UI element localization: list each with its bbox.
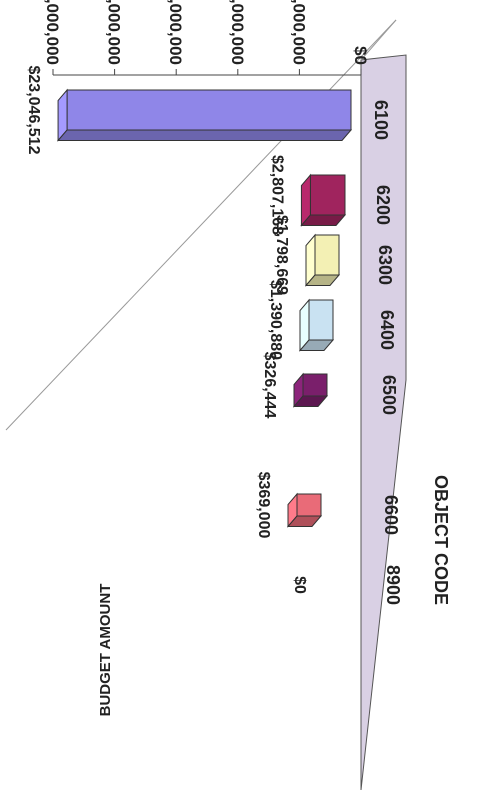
bar-6500 (302, 373, 328, 397)
x-tick-label-6600: 6600 (381, 495, 401, 535)
x-axis-title: OBJECT CODE (431, 475, 451, 605)
bar-side-6100 (56, 129, 353, 141)
x-tick-label-6200: 6200 (373, 185, 393, 225)
value-label-6500: $326,444 (261, 352, 278, 419)
bar-6300 (314, 234, 340, 276)
bar-side-6300 (304, 274, 341, 286)
y-tick-label: $5,000,000 (289, 0, 308, 65)
x-tick-label-8900: 8900 (383, 565, 403, 605)
value-labels: $23,046,512 $2,807,168$1,798,669$1,390,88… (25, 66, 308, 594)
bar-6100 (66, 89, 352, 131)
x-axis-ticks: 6100 6200 6300 6400 6500 6600 8900 (371, 100, 403, 605)
bar-6200 (309, 174, 346, 216)
value-label-6300: $1,798,669 (273, 215, 290, 295)
x-tick-label-6100: 6100 (371, 100, 391, 140)
chart-rotated-group: $0 $5,000,000 $10,000,000 $15,000,000 $20,00… (5, 0, 451, 791)
bar-side-6400 (298, 339, 335, 351)
y-tick-label: $25,000,000 (43, 0, 62, 65)
chart-floor (360, 54, 407, 791)
x-tick-label-6500: 6500 (379, 375, 399, 415)
bar-6600 (296, 493, 322, 517)
value-label-6400: $1,390,880 (267, 280, 284, 360)
y-tick-label: $10,000,000 (228, 0, 247, 65)
y-axis: $0 $5,000,000 $10,000,000 $15,000,000 $20,00… (43, 0, 370, 76)
x-tick-label-6400: 6400 (377, 310, 397, 350)
value-label-6600: $369,000 (255, 472, 272, 539)
y-tick-label: $0 (351, 46, 370, 65)
y-tick-label: $15,000,000 (166, 0, 185, 65)
value-label-6100: $23,046,512 (25, 66, 42, 155)
bar-side-6600 (286, 515, 323, 527)
chart-back-wall-edge (5, 19, 397, 431)
chart-back-wall-base (360, 19, 397, 61)
x-tick-label-6300: 6300 (375, 245, 395, 285)
y-tick-label: $20,000,000 (105, 0, 124, 65)
value-label-8900: $0 (291, 576, 308, 594)
value-label-6200: $2,807,168 (268, 155, 285, 235)
bars (56, 88, 353, 528)
bar-side-6500 (292, 395, 329, 407)
y-axis-title: BUDGET AMOUNT (97, 584, 114, 717)
bar-6400 (308, 299, 334, 341)
bar-side-6200 (300, 214, 347, 226)
